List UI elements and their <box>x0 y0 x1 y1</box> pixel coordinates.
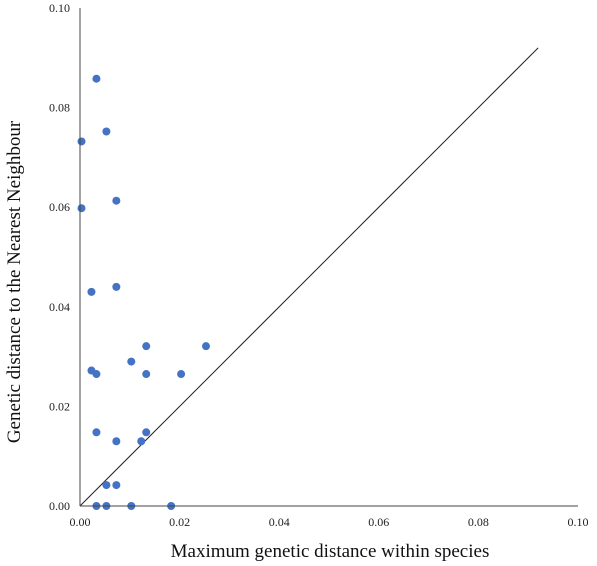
data-point <box>102 127 111 136</box>
data-point <box>177 370 186 379</box>
x-tick-labels: 0.00 0.02 0.04 0.06 0.08 0.10 <box>70 515 589 529</box>
x-tick-label: 0.02 <box>169 515 190 529</box>
data-point <box>77 137 86 146</box>
reference-line <box>79 47 539 507</box>
data-point <box>112 196 121 205</box>
data-point <box>77 204 86 213</box>
y-tick-label: 0.08 <box>49 101 70 115</box>
data-point <box>142 428 151 437</box>
data-point <box>112 282 121 291</box>
y-axis-title: Genetic distance to the Nearest Neighbou… <box>4 120 25 443</box>
reference-line-layer <box>79 47 539 507</box>
x-tick-label: 0.04 <box>269 515 290 529</box>
data-point <box>201 342 210 351</box>
data-point <box>92 370 101 379</box>
data-point <box>92 74 101 83</box>
y-tick-label: 0.02 <box>49 399 70 413</box>
axes <box>79 8 578 507</box>
data-points-layer <box>77 74 210 510</box>
data-point <box>142 370 151 379</box>
data-point <box>112 437 121 446</box>
x-tick-label: 0.10 <box>568 515 589 529</box>
x-tick-label: 0.06 <box>368 515 389 529</box>
x-axis-title: Maximum genetic distance within species <box>171 541 490 562</box>
data-point <box>112 481 121 490</box>
data-point <box>137 437 146 446</box>
x-tick-label: 0.00 <box>70 515 91 529</box>
data-point <box>102 481 111 490</box>
data-point <box>92 428 101 437</box>
y-tick-labels: 0.00 0.02 0.04 0.06 0.08 0.10 <box>49 1 70 513</box>
y-tick-label: 0.04 <box>49 300 70 314</box>
y-tick-label: 0.00 <box>49 499 70 513</box>
x-tick-label: 0.08 <box>468 515 489 529</box>
data-point <box>142 342 151 351</box>
data-point <box>87 287 96 296</box>
y-tick-label: 0.10 <box>49 1 70 15</box>
y-tick-label: 0.06 <box>49 200 70 214</box>
data-point <box>127 357 136 366</box>
